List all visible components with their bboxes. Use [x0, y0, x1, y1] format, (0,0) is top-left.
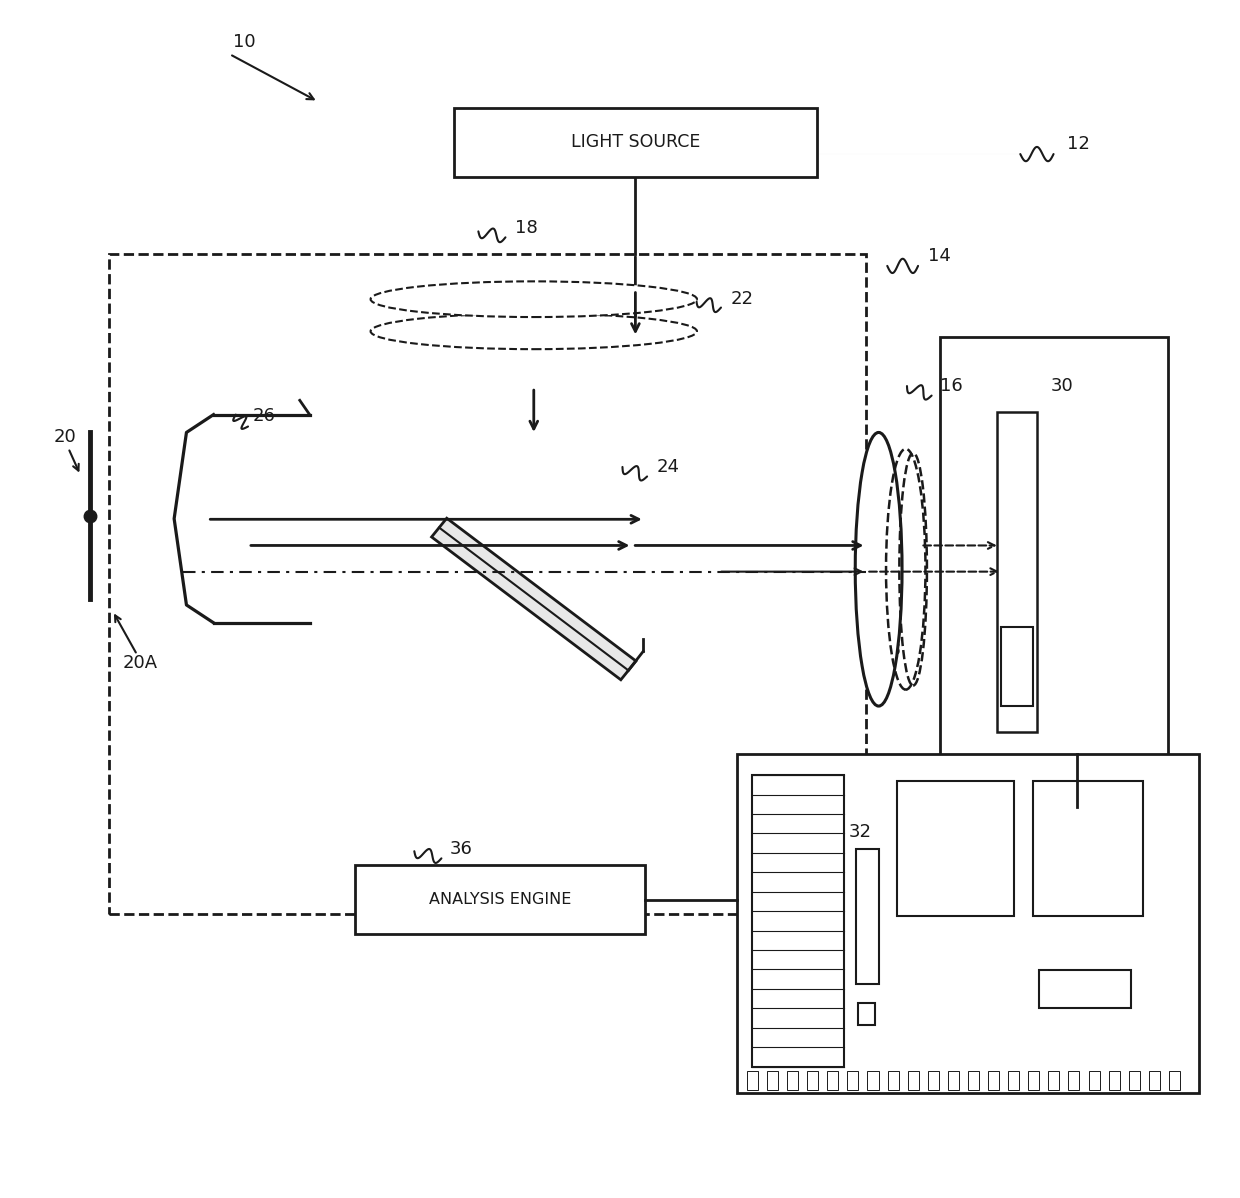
- Text: 10: 10: [233, 34, 255, 52]
- Text: ANALYSIS ENGINE: ANALYSIS ENGINE: [429, 893, 572, 908]
- Bar: [737, 754, 1199, 1093]
- Text: 36: 36: [450, 840, 472, 858]
- Bar: [988, 1071, 999, 1090]
- Text: 22: 22: [730, 290, 754, 308]
- Text: 32: 32: [849, 823, 872, 841]
- Bar: [1008, 1071, 1019, 1090]
- Text: 12: 12: [1068, 135, 1090, 153]
- Text: 28: 28: [879, 641, 901, 659]
- Bar: [807, 1071, 818, 1090]
- Bar: [928, 1071, 939, 1090]
- Bar: [1148, 1071, 1159, 1090]
- Bar: [1128, 1071, 1140, 1090]
- Bar: [746, 1071, 758, 1090]
- Bar: [1048, 1071, 1059, 1090]
- Text: 20A: 20A: [123, 654, 157, 672]
- Bar: [940, 338, 1168, 807]
- Bar: [857, 848, 879, 985]
- Bar: [947, 1071, 959, 1090]
- Bar: [355, 865, 645, 934]
- Bar: [1039, 970, 1131, 1008]
- Text: 14: 14: [928, 247, 951, 265]
- Bar: [897, 781, 1014, 916]
- Bar: [787, 1071, 799, 1090]
- Bar: [997, 412, 1037, 732]
- Bar: [1001, 627, 1033, 707]
- Text: 24: 24: [657, 458, 680, 476]
- Bar: [109, 254, 867, 914]
- Ellipse shape: [856, 432, 901, 706]
- Text: 30: 30: [1052, 377, 1074, 395]
- Text: 16: 16: [940, 377, 963, 395]
- Bar: [868, 1071, 878, 1090]
- Text: LIGHT SOURCE: LIGHT SOURCE: [570, 133, 701, 151]
- Bar: [908, 1071, 919, 1090]
- Bar: [827, 1071, 838, 1090]
- Bar: [1109, 1071, 1120, 1090]
- Bar: [858, 1004, 875, 1025]
- Text: 18: 18: [516, 218, 538, 236]
- Bar: [1028, 1071, 1039, 1090]
- Bar: [888, 1071, 899, 1090]
- Ellipse shape: [371, 282, 697, 317]
- Bar: [1089, 1071, 1100, 1090]
- Text: 20: 20: [53, 428, 76, 446]
- Bar: [847, 1071, 858, 1090]
- Bar: [1069, 1071, 1080, 1090]
- Ellipse shape: [371, 314, 697, 349]
- Bar: [1169, 1071, 1180, 1090]
- Polygon shape: [432, 519, 636, 679]
- Bar: [968, 1071, 980, 1090]
- Bar: [1033, 781, 1143, 916]
- Text: 26: 26: [253, 406, 275, 424]
- Bar: [454, 108, 817, 176]
- Bar: [751, 775, 844, 1066]
- Bar: [768, 1071, 777, 1090]
